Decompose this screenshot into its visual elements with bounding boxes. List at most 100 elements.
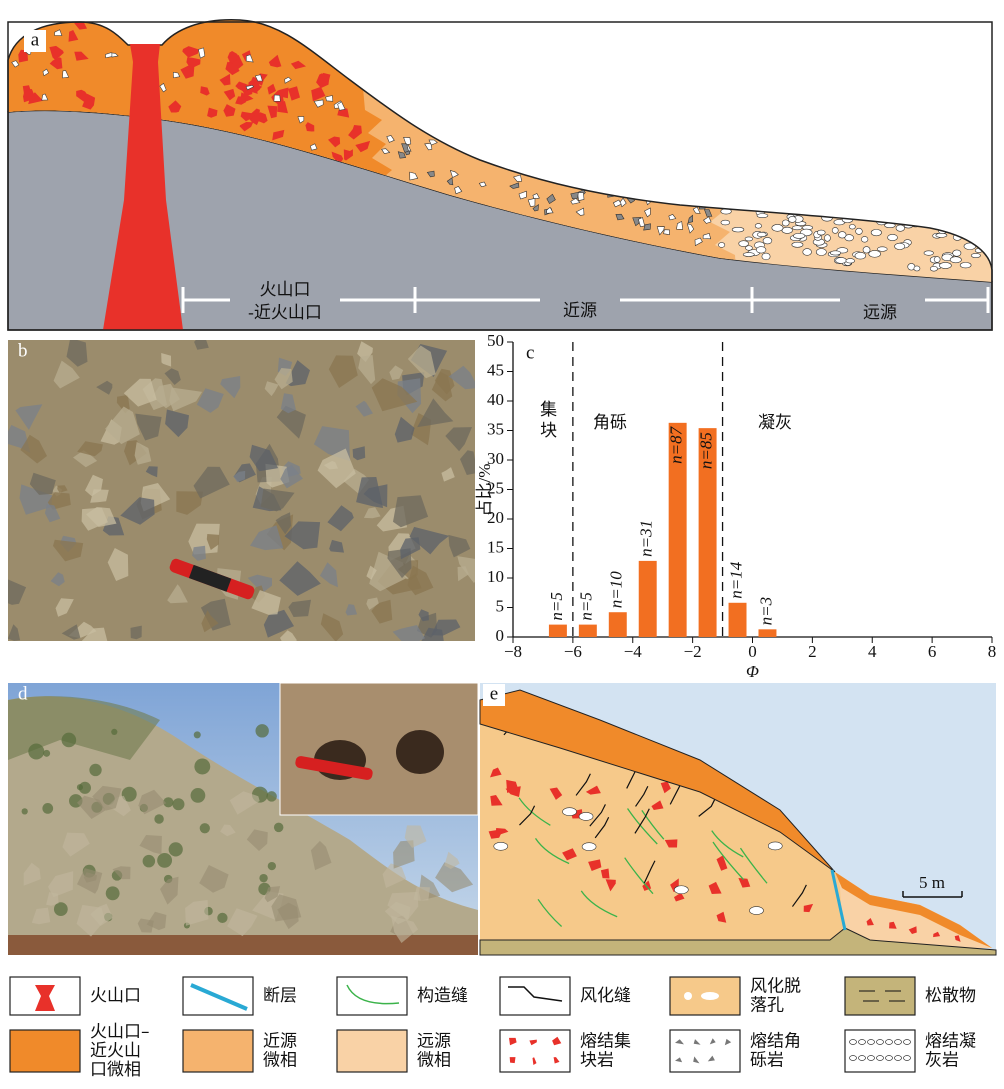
bush [77, 784, 83, 790]
tuff-clast [763, 237, 772, 244]
bar-label: n=5 [577, 592, 596, 620]
legend: 火山口断层构造缝风化缝风化脱落孔松散物火山口–近火山口微相近源微相远源微相熔结集… [10, 977, 976, 1081]
tuff-clast [896, 225, 905, 231]
bar-label: n=31 [637, 520, 656, 557]
weathering-hole [563, 808, 577, 816]
legend-swatch [845, 977, 915, 1015]
legend-label: 近源 [263, 1032, 297, 1052]
bush [200, 823, 210, 833]
y-tick-label: 40 [487, 390, 504, 409]
legend-label: 熔结角 [750, 1032, 801, 1052]
photo-b [0, 337, 487, 659]
panel-label: e [490, 683, 498, 704]
tuff-clast [745, 237, 753, 241]
weathering-hole [582, 843, 596, 851]
x-tick-label: 4 [868, 642, 877, 661]
y-tick-label: 10 [487, 567, 504, 586]
y-tick-label: 0 [496, 626, 505, 645]
bar [549, 625, 567, 637]
zone-label: -近火山口 [248, 303, 322, 322]
tuff-clast [936, 233, 947, 237]
tuff-clast [836, 257, 847, 263]
bush [62, 733, 77, 748]
tuff-clast [817, 230, 825, 235]
panel-label: d [18, 683, 28, 704]
tuff-clast [871, 229, 881, 235]
tuff-clast [855, 252, 866, 259]
legend-swatch [500, 1030, 570, 1072]
tuff-clast [757, 214, 768, 218]
tuff-clast [846, 259, 855, 263]
scale-label: 5 m [919, 873, 945, 892]
y-tick-label: 15 [487, 537, 504, 556]
bush [154, 814, 163, 823]
legend-label: 微相 [263, 1051, 297, 1071]
bush [22, 808, 28, 814]
x-tick-label: −2 [684, 642, 702, 661]
weathering-hole [674, 886, 688, 894]
weathering-hole [579, 812, 593, 820]
x-tick-label: 2 [808, 642, 817, 661]
bush [89, 764, 101, 776]
legend-label: 灰岩 [925, 1051, 959, 1071]
legend-swatch [500, 977, 570, 1015]
bar [639, 561, 657, 637]
panel-a: a 火山口 -近火山口 近源 远源 [0, 0, 1004, 340]
x-tick-label: −4 [624, 642, 643, 661]
bar-label: n=85 [697, 432, 716, 469]
tuff-clast [745, 246, 752, 251]
legend-swatch [670, 1030, 740, 1072]
tuff-clast [888, 234, 898, 240]
legend-swatch [183, 1030, 253, 1072]
region-label: 凝灰 [758, 413, 792, 432]
bush [255, 724, 268, 737]
tuff-clast [788, 216, 796, 222]
tuff-clast [756, 247, 766, 253]
tuff-clast [782, 220, 789, 226]
bar [758, 629, 776, 637]
bar [729, 603, 747, 637]
tuff-clast [757, 232, 766, 236]
panel-e: 5 m e [480, 683, 1000, 960]
bush [54, 902, 68, 916]
x-tick-label: 8 [988, 642, 997, 661]
y-tick-label: 5 [496, 596, 505, 615]
legend-label: 熔结凝 [925, 1032, 976, 1052]
tuff-clast [824, 235, 830, 242]
legend-label: 火山口 [90, 986, 141, 1006]
bar [579, 625, 597, 637]
bush [111, 729, 117, 735]
region-label: 集块 [537, 400, 557, 442]
tuff-clast [960, 262, 971, 268]
panel-label: a [31, 29, 40, 50]
tuff-clast [924, 251, 934, 256]
y-axis-label: 占比/% [475, 464, 494, 517]
legend-label: 微相 [417, 1051, 451, 1071]
tuff-clast [830, 251, 841, 255]
bush [143, 855, 155, 867]
tuff-clast [863, 247, 870, 254]
tuff-clast [930, 266, 937, 271]
legend-label: 松散物 [925, 986, 976, 1006]
legend-icon [510, 1057, 516, 1063]
breccia-clast [274, 95, 281, 101]
bar-label: n=14 [726, 561, 745, 598]
bush [191, 788, 206, 803]
tuff-clast [939, 262, 951, 268]
bar-label: n=87 [667, 425, 686, 463]
legend-label: 近火山 [90, 1041, 141, 1061]
bush [274, 823, 283, 832]
bar-label: n=10 [607, 571, 626, 608]
bush [268, 862, 276, 870]
tuff-clast [861, 236, 868, 242]
legend-label: 落孔 [750, 996, 784, 1016]
bush [172, 798, 184, 810]
tuff-clast [732, 227, 744, 232]
legend-label: 风化脱 [750, 977, 801, 997]
legend-label: 断层 [263, 986, 297, 1006]
hole [396, 730, 444, 774]
tuff-clast [950, 257, 961, 263]
tuff-clast [971, 253, 980, 257]
tuff-clast [953, 250, 961, 256]
tuff-clast [877, 247, 887, 252]
